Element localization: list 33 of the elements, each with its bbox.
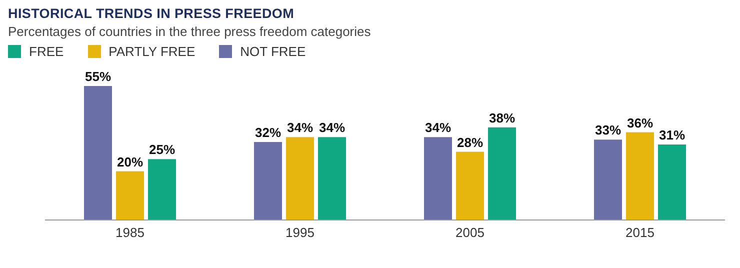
- bar: [424, 137, 452, 220]
- data-label: 55%: [84, 69, 112, 84]
- bar: [148, 159, 176, 220]
- x-tick-label: 1985: [116, 225, 144, 240]
- bar: [594, 140, 622, 220]
- bar: [488, 127, 516, 220]
- legend-label: NOT FREE: [240, 44, 306, 59]
- bar: [456, 152, 484, 220]
- x-tick-label: 1995: [286, 225, 314, 240]
- bar: [254, 142, 282, 220]
- data-label: 36%: [626, 115, 654, 130]
- legend-label: FREE: [29, 44, 64, 59]
- chart-subtitle: Percentages of countries in the three press freedom categories: [8, 24, 371, 39]
- data-label: 33%: [594, 122, 622, 138]
- bar: [626, 132, 654, 220]
- data-label: 34%: [286, 120, 314, 136]
- bar: [658, 144, 686, 220]
- data-label: 31%: [658, 127, 686, 142]
- data-label: 25%: [148, 142, 176, 158]
- data-label: 34%: [424, 120, 452, 136]
- bar: [116, 171, 144, 220]
- data-label: 34%: [318, 120, 346, 136]
- data-label: 28%: [456, 134, 484, 150]
- x-tick-label: 2015: [626, 225, 654, 240]
- bar: [318, 137, 346, 220]
- data-label: 20%: [116, 154, 144, 170]
- legend-label: PARTLY FREE: [108, 44, 196, 59]
- data-label: 32%: [254, 125, 282, 140]
- bar: [286, 137, 314, 220]
- x-tick-label: 2005: [456, 225, 484, 240]
- chart-title: HISTORICAL TRENDS IN PRESS FREEDOM: [8, 6, 294, 21]
- bar: [84, 86, 112, 220]
- data-label: 38%: [488, 110, 516, 126]
